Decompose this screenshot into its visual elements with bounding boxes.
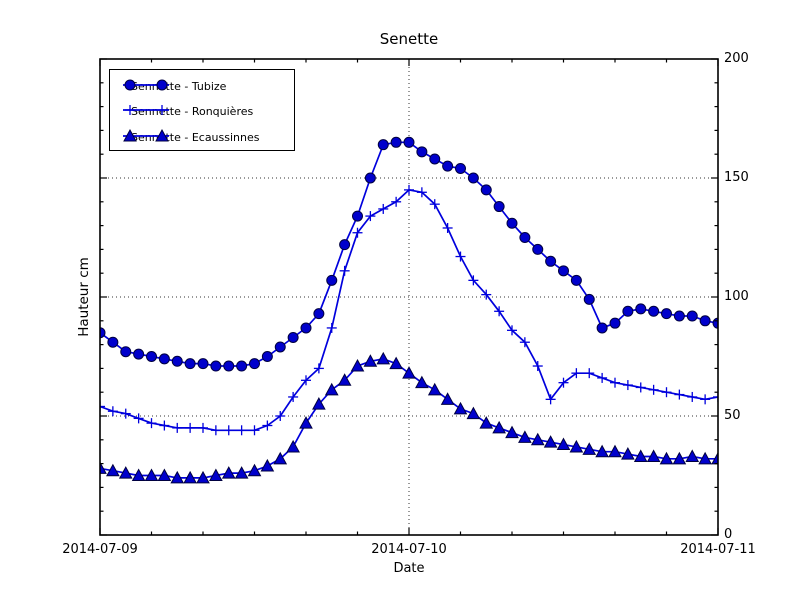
y-axis-label: Hauteur cm xyxy=(76,257,92,337)
y-tick-label-150: 150 xyxy=(724,170,749,185)
legend-item-tubize: Sennette - Tubize xyxy=(120,78,226,94)
x-tick-label-2: 2014-07-11 xyxy=(680,542,756,557)
series-ronquieres xyxy=(100,184,718,436)
series-ecaussinnes xyxy=(100,351,718,484)
line-plus-marker-icon xyxy=(123,105,169,115)
line-triangle-marker-icon xyxy=(123,129,169,142)
axes-border xyxy=(99,58,719,536)
legend: Sennette - Tubize Sennette - Ronquières … xyxy=(109,69,295,151)
gridlines xyxy=(100,59,718,535)
legend-item-ronquieres: Sennette - Ronquières xyxy=(120,103,253,119)
series-markers xyxy=(100,351,718,484)
chart-title: Senette xyxy=(379,30,439,48)
y-tick-label-50: 50 xyxy=(724,408,741,423)
x-tick-label-1: 2014-07-10 xyxy=(371,542,447,557)
line-circle-marker-icon xyxy=(123,79,169,91)
y-tick-label-200: 200 xyxy=(724,51,749,66)
y-tick-label-0: 0 xyxy=(724,527,733,542)
x-tick-label-0: 2014-07-09 xyxy=(62,542,138,557)
legend-item-ecaussinnes: Sennette - Ecaussinnes xyxy=(120,129,260,145)
y-tick-label-100: 100 xyxy=(724,289,749,304)
series-markers xyxy=(100,184,718,436)
legend-label-tubize: Sennette - Tubize xyxy=(131,79,227,93)
series-markers xyxy=(100,136,718,372)
x-axis-label: Date xyxy=(393,561,425,576)
series-tubize xyxy=(100,136,718,372)
